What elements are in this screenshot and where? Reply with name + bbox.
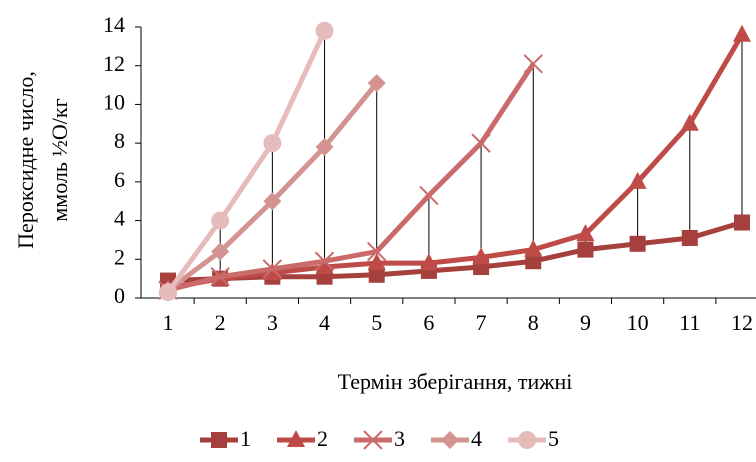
marker xyxy=(733,214,750,231)
x-tick-label: 2 xyxy=(215,310,226,335)
marker xyxy=(211,242,230,261)
marker xyxy=(523,54,543,74)
y-tick-label: 0 xyxy=(114,283,125,308)
marker xyxy=(315,257,334,275)
marker xyxy=(628,171,647,189)
marker xyxy=(315,138,334,157)
marker xyxy=(680,113,699,131)
marker xyxy=(524,239,543,257)
y-tick-label: 8 xyxy=(114,128,125,153)
y-tick-label: 4 xyxy=(114,206,125,231)
x-tick-label: 8 xyxy=(528,310,539,335)
legend-label: 1 xyxy=(240,426,251,451)
x-tick-label: 7 xyxy=(476,310,487,335)
marker xyxy=(629,235,646,252)
marker xyxy=(472,247,491,265)
marker xyxy=(287,430,305,447)
legend-label: 4 xyxy=(471,426,482,451)
marker xyxy=(471,133,491,153)
marker xyxy=(263,134,282,153)
series-line xyxy=(167,33,745,291)
marker xyxy=(210,266,230,287)
x-tick-label: 6 xyxy=(423,310,434,335)
marker xyxy=(211,211,230,230)
marker xyxy=(367,74,386,93)
y-axis-title: ммоль ½O/кг xyxy=(47,98,72,221)
x-tick-label: 4 xyxy=(319,310,330,335)
y-tick-label: 2 xyxy=(114,244,125,269)
marker xyxy=(576,224,595,242)
y-tick-label: 14 xyxy=(103,12,125,37)
y-tick-label: 10 xyxy=(103,89,125,114)
y-axis-title: Пероксидне число, xyxy=(13,71,38,249)
y-tick-label: 6 xyxy=(114,167,125,192)
x-tick-label: 3 xyxy=(267,310,278,335)
marker xyxy=(367,253,386,271)
x-tick-label: 11 xyxy=(679,310,700,335)
y-tick-label: 12 xyxy=(103,51,125,76)
marker xyxy=(314,251,335,271)
x-tick-label: 1 xyxy=(163,310,174,335)
series-line xyxy=(165,29,327,294)
marker xyxy=(159,283,177,302)
legend-label: 2 xyxy=(317,426,328,451)
marker xyxy=(262,259,283,279)
marker xyxy=(211,432,227,448)
marker xyxy=(419,185,439,206)
marker xyxy=(525,253,542,270)
x-tick-label: 9 xyxy=(580,310,591,335)
marker xyxy=(263,192,282,211)
x-tick-label: 5 xyxy=(371,310,382,335)
marker xyxy=(315,21,334,40)
marker xyxy=(577,241,594,258)
marker xyxy=(367,241,387,262)
marker xyxy=(363,430,383,450)
marker xyxy=(441,431,459,449)
marker xyxy=(518,431,536,449)
marker xyxy=(368,266,385,283)
legend-label: 3 xyxy=(394,426,405,451)
marker xyxy=(419,253,438,271)
x-axis-title: Термін зберігання, тижні xyxy=(338,369,573,394)
x-tick-label: 12 xyxy=(731,310,753,335)
x-tick-label: 10 xyxy=(627,310,649,335)
marker xyxy=(681,229,698,246)
legend-label: 5 xyxy=(548,426,559,451)
marker xyxy=(732,24,751,42)
